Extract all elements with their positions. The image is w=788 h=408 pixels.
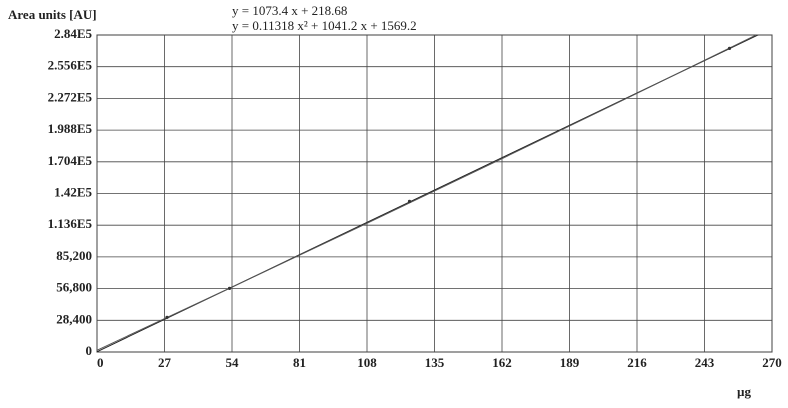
x-tick-label: 243 (695, 355, 715, 370)
y-tick-label: 1.136E5 (48, 216, 93, 231)
x-tick-label: 108 (357, 355, 377, 370)
data-point (165, 316, 168, 319)
y-tick-label: 56,800 (56, 280, 92, 295)
y-tick-label: 28,400 (56, 311, 92, 326)
y-tick-label: 0 (86, 343, 93, 358)
annotation: y = 1073.4 x + 218.68 (232, 3, 347, 18)
y-tick-label: 1.704E5 (48, 153, 93, 168)
x-tick-label: 54 (226, 355, 240, 370)
data-point (408, 200, 411, 203)
y-tick-label: 1.42E5 (54, 184, 92, 199)
y-tick-label: 2.272E5 (48, 89, 93, 104)
x-tick-label: 270 (762, 355, 782, 370)
x-tick-label: 81 (293, 355, 306, 370)
x-tick-label: 189 (560, 355, 580, 370)
annotation: y = 0.11318 x² + 1041.2 x + 1569.2 (232, 18, 417, 33)
data-point (728, 47, 731, 50)
y-axis-label: Area units [AU] (8, 7, 97, 22)
y-tick-label: 85,200 (56, 248, 92, 263)
x-tick-label: 135 (425, 355, 445, 370)
x-axis-label: µg (737, 384, 751, 399)
x-tick-label: 216 (627, 355, 647, 370)
x-tick-label: 0 (97, 355, 104, 370)
x-tick-label: 27 (158, 355, 172, 370)
data-point (228, 287, 231, 290)
y-tick-label: 2.84E5 (54, 26, 92, 41)
x-tick-label: 162 (492, 355, 512, 370)
y-tick-label: 2.556E5 (48, 58, 93, 73)
chart: Area units [AU] y = 1073.4 x + 218.68 y … (0, 0, 788, 403)
y-tick-label: 1.988E5 (48, 121, 93, 136)
